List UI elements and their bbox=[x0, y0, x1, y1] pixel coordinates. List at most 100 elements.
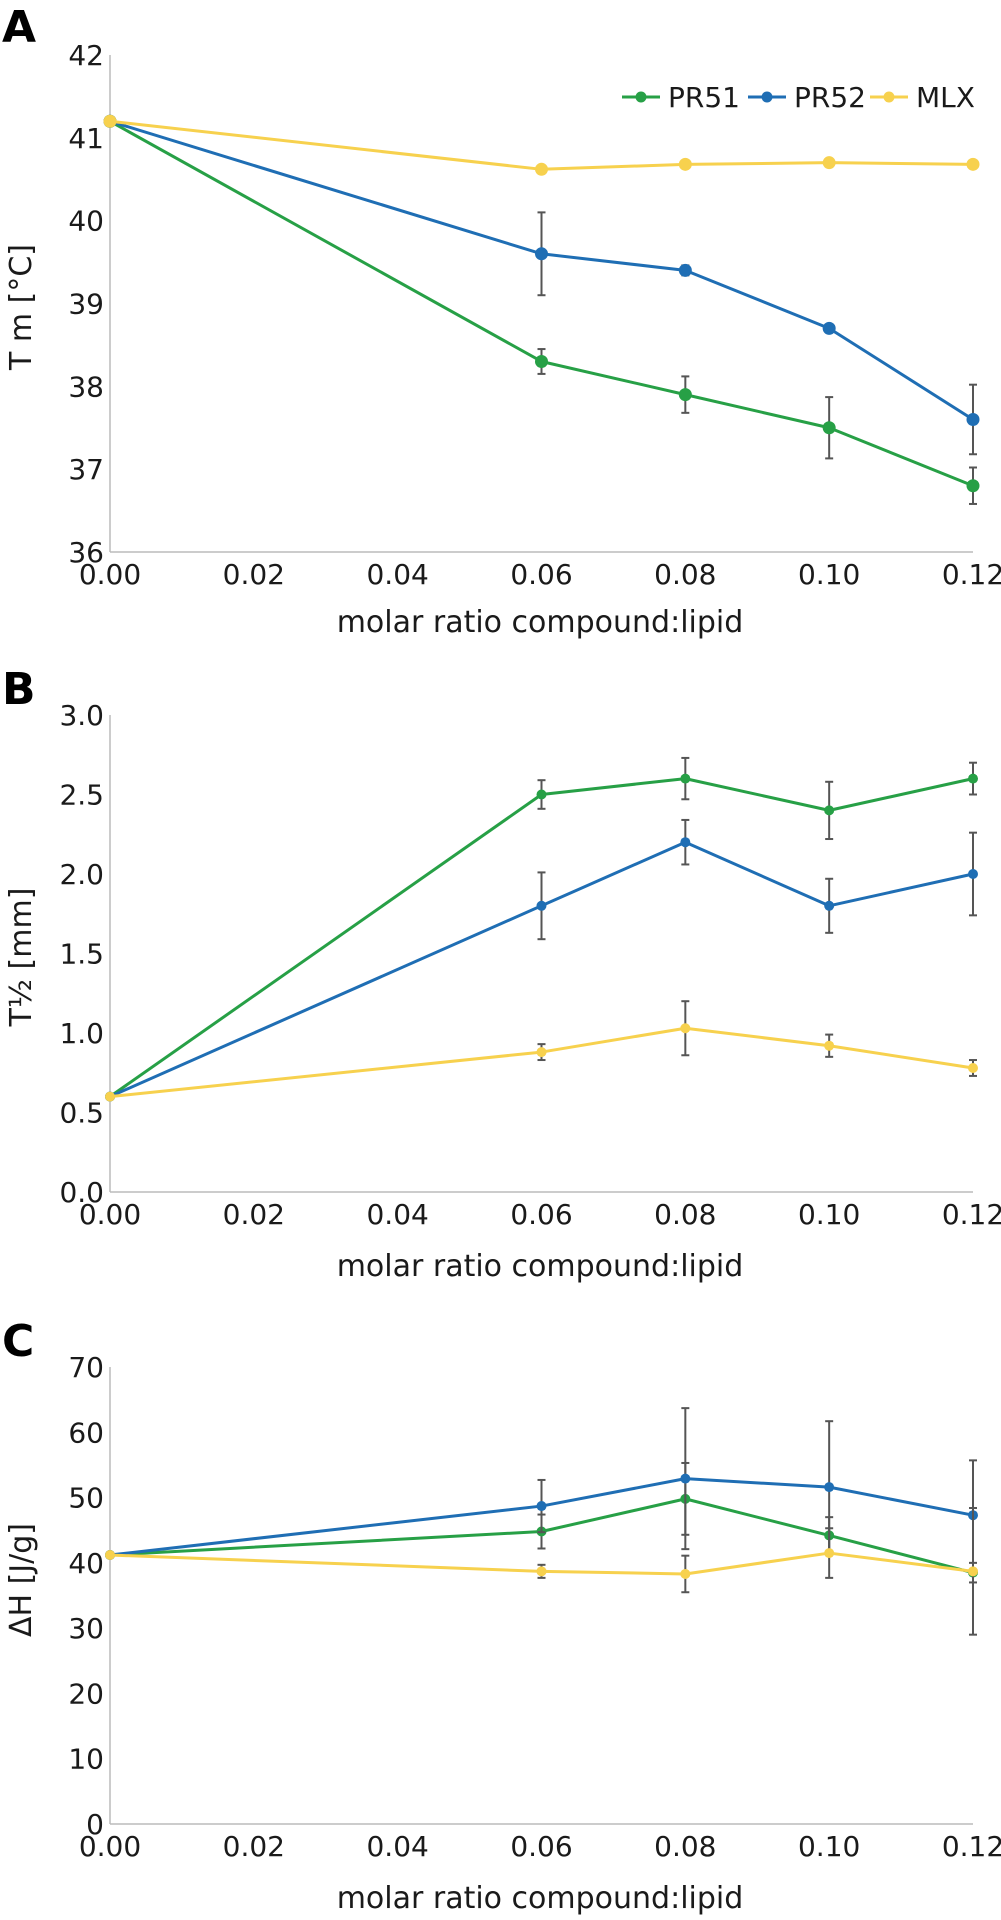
panel-a-point-pr52 bbox=[678, 263, 692, 277]
panel-c-axes bbox=[109, 1367, 973, 1825]
panel-b-point-pr52 bbox=[824, 900, 835, 911]
panel-b-y-tick-label: 2.5 bbox=[59, 779, 104, 812]
panel-c-y-tick-label: 20 bbox=[68, 1677, 104, 1710]
panel-c-series bbox=[105, 1407, 978, 1636]
panel-c-y-tick-label: 30 bbox=[68, 1612, 104, 1645]
panel-letter-b: B bbox=[2, 664, 36, 715]
panel-b-point-pr52 bbox=[968, 869, 978, 879]
panel-c-y-tick-label: 0 bbox=[86, 1808, 104, 1841]
panel-c-x-tick-label: 0.06 bbox=[510, 1830, 572, 1863]
panel-a-y-tick-label: 39 bbox=[68, 288, 104, 321]
panel-a: A 36 37 38 39 40 41 42 0.00 0.02 0.04 0.06 0.08 0.1… bbox=[2, 2, 1001, 640]
panel-c-x-tick-label: 0.04 bbox=[366, 1830, 428, 1863]
panel-c-point-mlx bbox=[968, 1566, 978, 1577]
panel-a-point-pr51 bbox=[966, 479, 980, 493]
panel-b-x-tick-label: 0.08 bbox=[654, 1198, 716, 1231]
panel-a-y-tick-label: 38 bbox=[68, 370, 104, 403]
panel-b-x-tick-label: 0.06 bbox=[510, 1198, 572, 1231]
panel-b-y-tick-label: 1.5 bbox=[59, 938, 104, 971]
panel-a-y-tick-label: 40 bbox=[68, 205, 104, 238]
legend-marker-pr52 bbox=[761, 91, 773, 103]
legend-label-pr52: PR52 bbox=[794, 81, 866, 114]
panel-a-x-tick-label: 0.04 bbox=[366, 558, 428, 591]
panel-c-y-tick-label: 70 bbox=[68, 1351, 104, 1384]
panel-b-y-axis-title: T½ [mm] bbox=[4, 888, 39, 1028]
panel-letter-a: A bbox=[2, 2, 36, 53]
panel-b-y-tick-label: 2.0 bbox=[59, 858, 104, 891]
panel-a-point-mlx bbox=[103, 114, 117, 128]
panel-a-x-tick-label: 0.06 bbox=[510, 558, 572, 591]
panel-a-x-axis-title: molar ratio compound:lipid bbox=[337, 605, 744, 640]
panel-c-x-tick-label: 0.12 bbox=[942, 1830, 1001, 1863]
panel-b-point-mlx bbox=[680, 1023, 691, 1034]
panel-a-x-tick-label: 0.02 bbox=[223, 558, 285, 591]
panel-a-x-tick-label: 0.08 bbox=[654, 558, 716, 591]
panel-b-point-pr52 bbox=[680, 837, 691, 848]
panel-b-y-tick-label: 1.0 bbox=[59, 1017, 104, 1050]
panel-a-x-ticks: 0.00 0.02 0.04 0.06 0.08 0.10 0.12 bbox=[79, 558, 1001, 591]
panel-c-y-tick-label: 60 bbox=[68, 1416, 104, 1449]
panel-b-x-tick-label: 0.02 bbox=[223, 1198, 285, 1231]
panel-a-y-tick-label: 42 bbox=[68, 39, 104, 72]
panel-b: B 0.0 0.5 1.0 1.5 2.0 2.5 3.0 0.00 0.02 0.04 0.06… bbox=[2, 664, 1001, 1284]
panel-c: C 0 10 20 30 40 50 60 70 0.00 0.02 0.04 0.06 0.08 0.… bbox=[2, 1316, 1001, 1916]
panel-a-point-pr52 bbox=[966, 412, 980, 426]
panel-c-x-tick-label: 0.00 bbox=[79, 1830, 141, 1863]
panel-a-y-tick-label: 37 bbox=[68, 453, 104, 486]
panel-a-point-pr52 bbox=[535, 247, 548, 261]
panel-c-point-mlx bbox=[824, 1548, 835, 1559]
panel-b-x-tick-label: 0.00 bbox=[79, 1198, 141, 1231]
panel-b-x-ticks: 0.00 0.02 0.04 0.06 0.08 0.10 0.12 bbox=[79, 1198, 1001, 1231]
panel-b-point-pr51 bbox=[536, 789, 547, 800]
panel-c-point-mlx bbox=[105, 1550, 115, 1561]
panel-c-x-tick-label: 0.08 bbox=[654, 1830, 716, 1863]
panel-a-y-tick-label: 41 bbox=[68, 122, 104, 155]
panel-b-y-ticks: 0.0 0.5 1.0 1.5 2.0 2.5 3.0 bbox=[59, 699, 104, 1209]
panel-a-point-pr51 bbox=[678, 388, 692, 402]
panel-c-x-ticks: 0.00 0.02 0.04 0.06 0.08 0.10 0.12 bbox=[79, 1830, 1001, 1863]
legend: PR51 PR52 MLX bbox=[622, 81, 975, 114]
panel-a-point-mlx bbox=[535, 162, 548, 176]
panel-a-y-ticks: 36 37 38 39 40 41 42 bbox=[68, 39, 104, 569]
legend-label-mlx: MLX bbox=[916, 81, 975, 114]
panel-a-y-tick-label: 36 bbox=[68, 536, 104, 569]
panel-b-point-mlx bbox=[536, 1047, 547, 1058]
panel-c-x-tick-label: 0.02 bbox=[223, 1830, 285, 1863]
panel-c-y-tick-label: 10 bbox=[68, 1743, 104, 1776]
panel-c-x-axis-title: molar ratio compound:lipid bbox=[337, 1881, 744, 1916]
panel-b-x-tick-label: 0.12 bbox=[942, 1198, 1001, 1231]
panel-b-x-tick-label: 0.04 bbox=[366, 1198, 428, 1231]
panel-b-y-tick-label: 0.5 bbox=[59, 1097, 104, 1130]
panel-c-point-mlx bbox=[680, 1568, 691, 1579]
panel-b-y-tick-label: 3.0 bbox=[59, 699, 104, 732]
panel-b-axes bbox=[109, 715, 973, 1193]
panel-a-point-pr52 bbox=[822, 321, 836, 335]
panel-c-point-pr52 bbox=[824, 1482, 835, 1493]
panel-b-y-tick-label: 0.0 bbox=[59, 1176, 104, 1209]
panel-a-point-mlx bbox=[822, 156, 836, 170]
panel-b-point-mlx bbox=[968, 1062, 978, 1073]
panel-b-x-tick-label: 0.10 bbox=[798, 1198, 860, 1231]
panel-a-point-pr51 bbox=[535, 354, 548, 368]
panel-c-y-axis-title: ΔH [J/g] bbox=[4, 1523, 39, 1637]
panel-a-point-pr51 bbox=[822, 421, 836, 435]
panel-a-x-tick-label: 0.00 bbox=[79, 558, 141, 591]
legend-marker-pr51 bbox=[635, 91, 647, 103]
panel-a-x-tick-label: 0.12 bbox=[942, 558, 1001, 591]
panel-b-point-mlx bbox=[824, 1040, 835, 1051]
legend-label-pr51: PR51 bbox=[668, 81, 740, 114]
panel-c-y-tick-label: 50 bbox=[68, 1482, 104, 1515]
panel-letter-c: C bbox=[2, 1316, 34, 1367]
panel-c-point-pr52 bbox=[680, 1473, 691, 1484]
panel-c-point-pr52 bbox=[536, 1501, 547, 1512]
legend-marker-mlx bbox=[883, 91, 895, 103]
panel-b-point-pr51 bbox=[680, 773, 691, 784]
panel-b-series bbox=[105, 756, 978, 1102]
panel-c-point-mlx bbox=[536, 1566, 547, 1577]
panel-a-x-tick-label: 0.10 bbox=[798, 558, 860, 591]
panel-c-y-tick-label: 40 bbox=[68, 1547, 104, 1580]
panel-b-point-pr52 bbox=[536, 900, 547, 911]
panel-b-x-axis-title: molar ratio compound:lipid bbox=[337, 1249, 744, 1284]
panel-b-point-mlx bbox=[105, 1091, 115, 1102]
